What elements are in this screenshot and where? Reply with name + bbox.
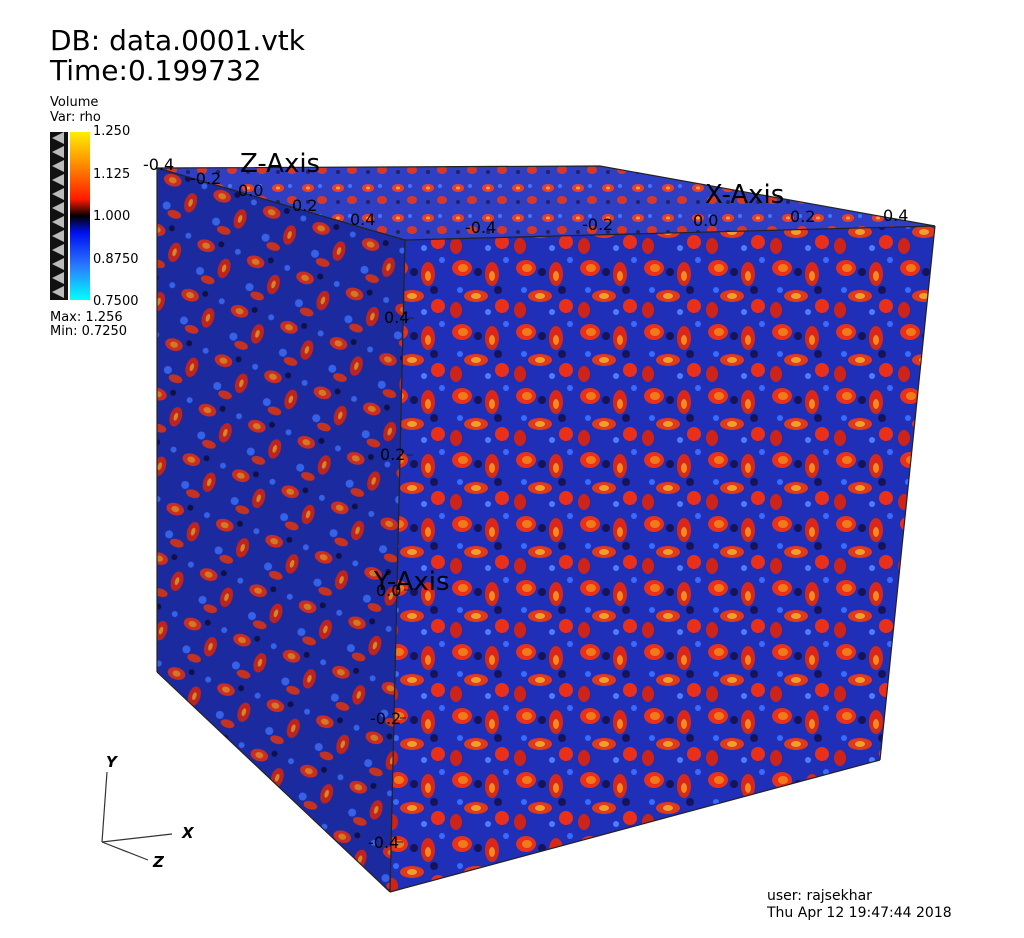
legend-variable: Var: rho [50,110,101,125]
user-label: user: rajsekhar [767,888,872,904]
legend-min: Min: 0.7250 [50,324,128,339]
z-axis-tick: 0.0 [238,181,263,200]
cube-bounding-box [156,165,936,893]
timestamp-label: Thu Apr 12 19:47:44 2018 [767,905,952,921]
x-axis-tick: 0.2 [790,207,815,226]
time-label: Time:0.199732 [50,54,262,87]
x-axis-title: X-Axis [705,180,784,210]
legend-tick: 1.000 [93,209,131,224]
z-axis-tick: 0.2 [292,196,317,215]
z-axis-tick: -0.4 [143,155,174,174]
y-axis-tick: 0.4 [384,308,409,327]
legend-tick: 1.250 [93,124,131,139]
legend-tick: 1.125 [93,167,131,182]
x-axis-tick: 0.0 [693,211,718,230]
y-axis-tick: 0.0 [376,581,401,600]
legend-plot-type: Volume [50,95,99,110]
legend-tick: 0.8750 [93,252,139,267]
legend-tick: 0.7500 [93,294,139,309]
z-axis-tick: -0.2 [190,169,221,188]
y-axis-tick: 0.2 [380,445,405,464]
cube-top-face [157,166,935,240]
y-axis-title: Y-Axis [373,567,450,597]
x-axis-tick: -0.2 [582,215,613,234]
x-axis-tick: 0.4 [883,206,908,225]
triad-y-label: Y [106,753,119,771]
orientation-triad [101,771,173,861]
z-axis-tick: 0.4 [350,210,375,229]
database-title: DB: data.0001.vtk [50,24,305,57]
y-axis-tick: -0.4 [368,833,399,852]
y-axis-tick: -0.2 [370,709,401,728]
triad-x-label: X [181,824,195,842]
legend-max: Max: 1.256 [50,310,123,325]
z-axis-title: Z-Axis [240,149,320,179]
cube-front-face [390,226,935,892]
x-axis-tick: -0.4 [465,218,496,237]
cube-left-face [157,168,405,892]
triad-z-label: Z [152,853,165,871]
color-legend-bar [50,132,90,300]
